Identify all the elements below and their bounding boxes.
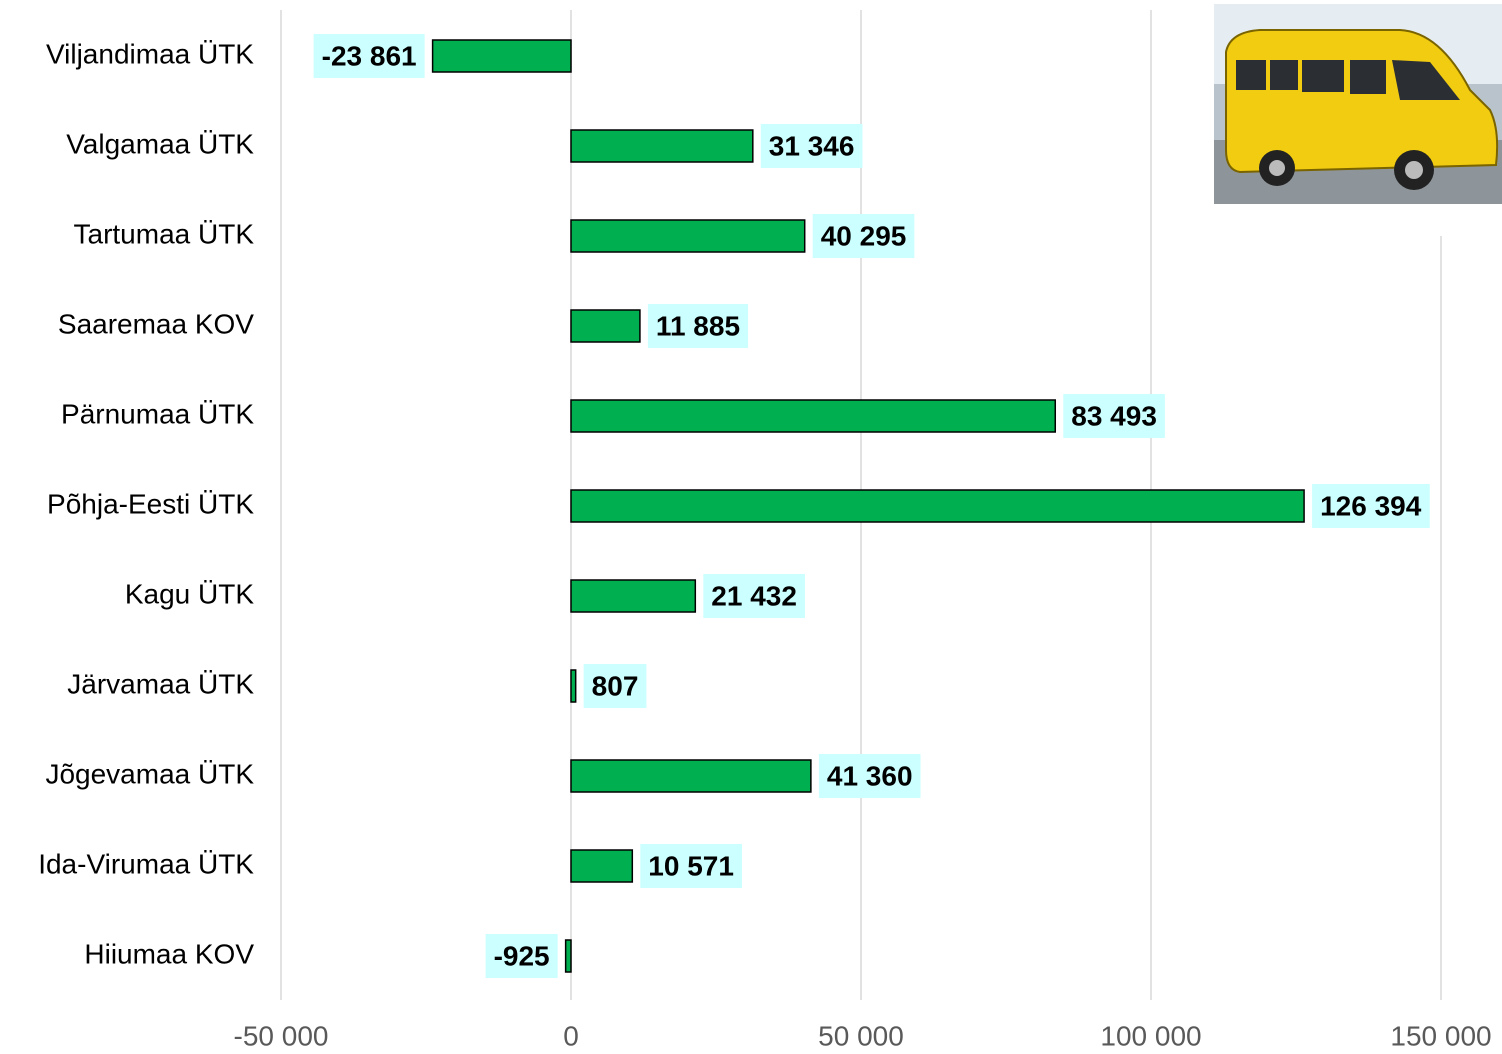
category-label: Kagu ÜTK: [125, 578, 254, 609]
category-label: Ida-Virumaa ÜTK: [38, 848, 254, 879]
category-label: Põhja-Eesti ÜTK: [47, 488, 254, 519]
bar: [431, 39, 572, 73]
value-label-group: 11 885: [647, 304, 749, 348]
value-label: 41 360: [827, 760, 913, 791]
category-label: Jõgevamaa ÜTK: [45, 758, 254, 789]
value-label-bg: [583, 664, 647, 708]
bar: [570, 399, 1057, 433]
value-label-group: -23 861: [313, 34, 425, 78]
bar: [570, 219, 806, 253]
value-label-group: -925: [485, 934, 558, 978]
labels: -50 000 0 50 000 100 000 150 000 Viljandimaa …: [38, 34, 1492, 1051]
value-label: 83 493: [1071, 400, 1157, 431]
category-label: Hiiumaa KOV: [84, 938, 254, 969]
bar: [570, 129, 754, 163]
bar: [570, 489, 1305, 523]
bar: [570, 849, 634, 883]
bar: [570, 669, 577, 703]
value-label-group: 41 360: [818, 754, 921, 798]
value-label-bg: [1063, 394, 1165, 438]
value-label-group: 31 346: [760, 124, 863, 168]
value-label-bg: [647, 304, 749, 348]
category-label: Järvamaa ÜTK: [67, 668, 254, 699]
van-photo: [1205, 0, 1502, 236]
value-label: 807: [592, 670, 639, 701]
bar: [570, 579, 697, 613]
value-label-bg: [760, 124, 863, 168]
value-label-group: 21 432: [703, 574, 805, 618]
value-label: 40 295: [821, 220, 907, 251]
value-label: -925: [494, 940, 550, 971]
value-label-bg: [818, 754, 921, 798]
bar: [564, 939, 572, 973]
value-label-bg: [703, 574, 805, 618]
x-tick-label: -50 000: [234, 1020, 329, 1051]
value-label-group: 40 295: [812, 214, 915, 258]
bar: [570, 759, 812, 793]
category-label: Valgamaa ÜTK: [66, 128, 254, 159]
value-label-group: 126 394: [1312, 484, 1430, 528]
category-label: Saaremaa KOV: [58, 308, 254, 339]
value-label-bg: [485, 934, 558, 978]
category-label: Viljandimaa ÜTK: [46, 38, 254, 69]
value-label: 31 346: [769, 130, 855, 161]
value-label-bg: [812, 214, 915, 258]
x-tick-label: 0: [563, 1020, 579, 1051]
value-label-bg: [1312, 484, 1430, 528]
category-label: Pärnumaa ÜTK: [61, 398, 254, 429]
value-label: -23 861: [322, 40, 417, 71]
value-label: 10 571: [648, 850, 734, 881]
x-tick-label: 100 000: [1100, 1020, 1201, 1051]
value-label: 21 432: [711, 580, 797, 611]
category-label: Tartumaa ÜTK: [74, 218, 255, 249]
value-label-bg: [640, 844, 742, 888]
x-tick-label: 150 000: [1390, 1020, 1491, 1051]
bar: [570, 309, 641, 343]
value-label-group: 83 493: [1063, 394, 1165, 438]
x-tick-label: 50 000: [818, 1020, 904, 1051]
value-label: 126 394: [1320, 490, 1422, 521]
value-label-bg: [313, 34, 425, 78]
value-label-group: 10 571: [640, 844, 742, 888]
value-label: 11 885: [656, 310, 740, 341]
bars: [431, 39, 1305, 973]
value-label-group: 807: [583, 664, 647, 708]
